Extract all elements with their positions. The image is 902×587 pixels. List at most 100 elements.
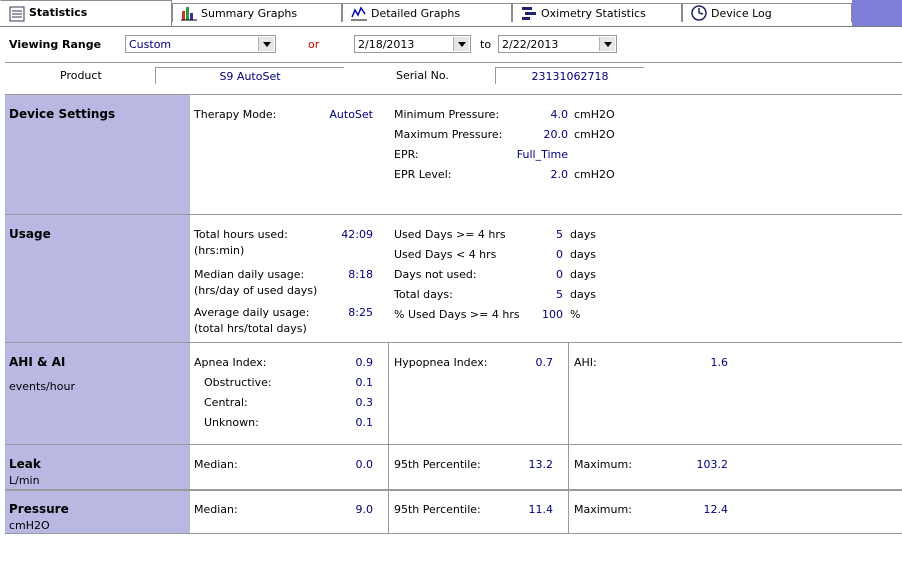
divider: [5, 444, 902, 445]
divider: [5, 533, 902, 534]
product-label: Product: [60, 69, 102, 82]
pct-used-days-unit: %: [570, 308, 581, 321]
leak-max-label: Maximum:: [574, 458, 632, 471]
viewing-range-label: Viewing Range: [9, 38, 102, 51]
serial-label: Serial No.: [396, 69, 449, 82]
min-pressure-value: 4.0: [550, 108, 569, 121]
usage-header: Usage: [5, 215, 190, 342]
device-settings-header: Device Settings: [5, 95, 190, 214]
bar-chart-icon: [181, 5, 197, 21]
median-usage-sublabel: (hrs/day of used days): [194, 284, 318, 297]
tab-statistics-label: Statistics: [29, 6, 88, 19]
chevron-down-icon[interactable]: [453, 37, 469, 51]
used-days-4-value: 5: [556, 228, 563, 241]
median-usage-value: 8:18: [348, 268, 373, 281]
product-field: S9 AutoSet: [155, 67, 344, 84]
median-usage-label: Median daily usage:: [194, 268, 305, 281]
tab-summary-graphs[interactable]: Summary Graphs: [172, 3, 342, 22]
oximetry-icon: [521, 5, 537, 21]
ahi-unit: events/hour: [9, 380, 75, 393]
column-divider: [388, 343, 389, 533]
device-settings-title: Device Settings: [9, 107, 116, 121]
average-usage-sublabel: (total hrs/total days): [194, 322, 307, 335]
tab-device-log-label: Device Log: [711, 6, 772, 20]
chevron-down-icon[interactable]: [599, 37, 615, 51]
from-date-picker[interactable]: 2/18/2013: [354, 35, 471, 53]
pressure-median-label: Median:: [194, 503, 238, 516]
pressure-p95-value: 11.4: [528, 503, 554, 516]
usage-title: Usage: [9, 227, 51, 241]
pressure-title: Pressure: [9, 502, 69, 516]
central-value: 0.3: [355, 396, 374, 409]
pct-used-days-value: 100: [542, 308, 563, 321]
used-days-4-label: Used Days >= 4 hrs: [394, 228, 506, 241]
clock-icon: [691, 5, 707, 21]
statistics-icon: [9, 6, 25, 22]
epr-value: Full_Time: [516, 148, 568, 161]
to-date-value: 2/22/2013: [502, 38, 559, 51]
min-pressure-label: Minimum Pressure:: [394, 108, 500, 121]
total-days-value: 5: [556, 288, 563, 301]
used-days-4-unit: days: [570, 228, 596, 241]
pressure-p95-label: 95th Percentile:: [394, 503, 481, 516]
from-date-value: 2/18/2013: [358, 38, 415, 51]
line-graph-icon: [351, 5, 367, 21]
therapy-mode-value: AutoSet: [329, 108, 373, 121]
to-date-picker[interactable]: 2/22/2013: [498, 35, 617, 53]
obstructive-label: Obstructive:: [204, 376, 272, 389]
therapy-mode-label: Therapy Mode:: [194, 108, 277, 121]
divider: [5, 342, 902, 343]
leak-max-value: 103.2: [696, 458, 729, 471]
leak-title: Leak: [9, 457, 41, 471]
tab-oximetry-statistics[interactable]: Oximetry Statistics: [512, 3, 682, 22]
pressure-max-value: 12.4: [703, 503, 729, 516]
divider: [5, 489, 902, 491]
epr-level-value: 2.0: [550, 168, 569, 181]
total-days-unit: days: [570, 288, 596, 301]
max-pressure-unit: cmH2O: [574, 128, 615, 141]
divider: [5, 62, 902, 63]
tab-oximetry-statistics-label: Oximetry Statistics: [541, 6, 646, 20]
unknown-label: Unknown:: [204, 416, 259, 429]
to-label: to: [480, 38, 492, 51]
ahi-label: AHI:: [574, 356, 597, 369]
used-days-lt4-label: Used Days < 4 hrs: [394, 248, 497, 261]
total-hours-label: Total hours used:: [194, 228, 288, 241]
chevron-down-icon[interactable]: [258, 37, 274, 51]
leak-header: Leak L/min: [5, 445, 190, 489]
tab-device-log[interactable]: Device Log: [682, 3, 852, 22]
average-usage-label: Average daily usage:: [194, 306, 310, 319]
max-pressure-value: 20.0: [543, 128, 569, 141]
hypopnea-index-label: Hypopnea Index:: [394, 356, 488, 369]
tab-bar-accent: [852, 0, 902, 26]
unknown-value: 0.1: [355, 416, 374, 429]
tab-detailed-graphs[interactable]: Detailed Graphs: [342, 3, 512, 22]
pressure-header: Pressure cmH2O: [5, 490, 190, 533]
pressure-unit: cmH2O: [9, 519, 50, 532]
epr-level-label: EPR Level:: [394, 168, 452, 181]
pressure-max-label: Maximum:: [574, 503, 632, 516]
viewing-range-select[interactable]: Custom: [125, 35, 276, 53]
total-hours-value: 42:09: [341, 228, 373, 241]
ahi-header: AHI & AI events/hour: [5, 343, 190, 444]
total-days-label: Total days:: [394, 288, 453, 301]
hypopnea-index-value: 0.7: [535, 356, 554, 369]
used-days-lt4-unit: days: [570, 248, 596, 261]
ahi-title: AHI & AI: [9, 355, 66, 369]
leak-median-label: Median:: [194, 458, 238, 471]
tab-summary-graphs-label: Summary Graphs: [201, 6, 298, 20]
max-pressure-label: Maximum Pressure:: [394, 128, 503, 141]
apnea-index-value: 0.9: [355, 356, 374, 369]
days-not-used-unit: days: [570, 268, 596, 281]
average-usage-value: 8:25: [348, 306, 373, 319]
tab-bar: Statistics Summary Graphs Detailed Graph…: [0, 0, 902, 27]
days-not-used-label: Days not used:: [394, 268, 477, 281]
leak-p95-label: 95th Percentile:: [394, 458, 481, 471]
serial-field: 23131062718: [495, 67, 644, 84]
pct-used-days-label: % Used Days >= 4 hrs: [394, 308, 520, 321]
epr-label: EPR:: [394, 148, 419, 161]
tab-statistics[interactable]: Statistics: [0, 0, 172, 26]
column-divider: [568, 343, 569, 533]
leak-p95-value: 13.2: [528, 458, 554, 471]
tab-detailed-graphs-label: Detailed Graphs: [371, 6, 461, 20]
